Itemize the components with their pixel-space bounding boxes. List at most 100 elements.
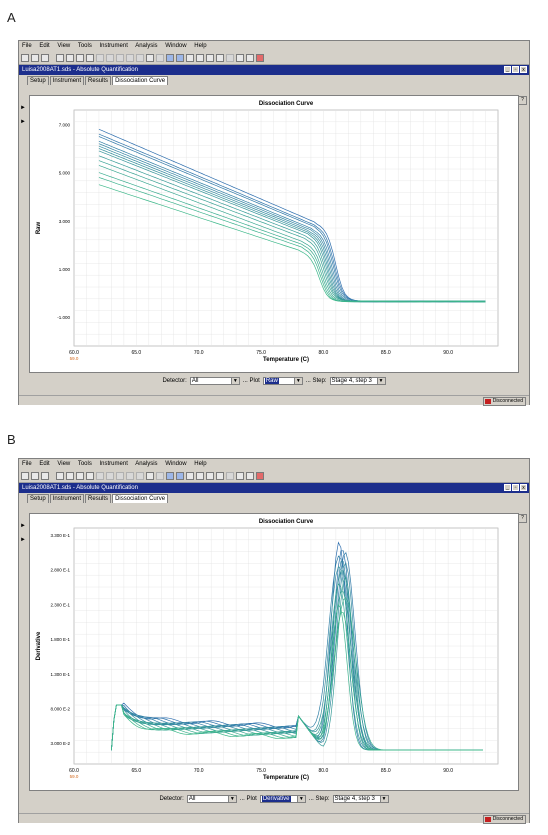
tab-setup[interactable]: Setup [27,494,49,503]
minimize-icon[interactable]: _ [504,484,511,491]
new-file-icon[interactable] [21,472,29,480]
menu-edit[interactable]: Edit [39,43,50,49]
binoculars-icon[interactable] [86,472,94,480]
y-tick-label: -1.000 [57,315,70,320]
open-folder-icon[interactable] [31,472,39,480]
expand-arrow-icon[interactable]: ► [20,523,26,529]
grid-view-icon[interactable] [166,54,174,62]
filter-icon[interactable] [136,472,144,480]
save-icon[interactable] [41,472,49,480]
plot-select[interactable]: Raw ▼ [262,377,303,385]
menu-window[interactable]: Window [165,43,187,49]
menu-tools[interactable]: Tools [77,43,92,49]
tab-dissociation-curve[interactable]: Dissociation Curve [112,76,169,85]
print-preview-icon[interactable] [66,54,74,62]
filter-icon[interactable] [136,54,144,62]
play-icon[interactable] [126,54,134,62]
floppy-icon[interactable] [246,54,254,62]
table-view-icon[interactable] [186,472,194,480]
export-icon[interactable] [226,54,234,62]
print-preview-icon[interactable] [66,472,74,480]
window-icon[interactable] [236,54,244,62]
plate-view-icon[interactable] [176,472,184,480]
expand-arrow-icon[interactable]: ► [20,105,26,111]
menu-view[interactable]: View [57,461,71,467]
floppy-icon[interactable] [246,472,254,480]
play-icon[interactable] [126,472,134,480]
calendar-icon[interactable] [256,472,264,480]
y-tick-label: 5.000 [59,171,71,176]
tab-instrument[interactable]: Instrument [49,76,85,85]
menu-view[interactable]: View [57,43,71,49]
menu-file[interactable]: File [22,461,32,467]
expand-arrow-icon[interactable]: ► [20,537,26,543]
close-icon[interactable]: x [520,484,527,491]
download-icon[interactable] [96,54,104,62]
chevron-down-icon: ▼ [227,796,236,802]
layout-icon[interactable] [206,54,214,62]
expand-arrow-icon[interactable]: ► [20,119,26,125]
status-bar: Disconnected [19,395,529,406]
save-icon[interactable] [41,54,49,62]
chart-icon[interactable] [216,472,224,480]
restore-icon[interactable]: ▫ [512,66,519,73]
detector-select[interactable]: All ▼ [186,795,237,803]
tab-dissociation-curve[interactable]: Dissociation Curve [112,494,169,503]
menu-help[interactable]: Help [194,43,207,49]
close-icon[interactable]: x [520,66,527,73]
report-icon[interactable] [196,54,204,62]
menu-window[interactable]: Window [165,461,187,467]
printer-icon[interactable] [76,472,84,480]
x-tick-label: 80.0 [319,350,329,356]
step-select[interactable]: Stage 4, step 3 ▼ [332,795,389,803]
menu-help[interactable]: Help [194,461,207,467]
print-icon[interactable] [56,54,64,62]
menu-analysis[interactable]: Analysis [135,461,158,467]
help-icon[interactable]: ? [518,514,527,523]
download-icon[interactable] [96,472,104,480]
calendar-icon[interactable] [256,54,264,62]
binoculars-icon[interactable] [86,54,94,62]
help-icon[interactable]: ? [518,96,527,105]
report-icon[interactable] [196,472,204,480]
chart-icon[interactable] [216,54,224,62]
x-tick-label: 90.0 [443,350,453,356]
menu-tools[interactable]: Tools [77,461,92,467]
copy-icon[interactable] [106,472,114,480]
menu-file[interactable]: File [22,43,32,49]
new-file-icon[interactable] [21,54,29,62]
x-tick-label: 60.0 [69,768,79,774]
stop-icon[interactable] [116,472,124,480]
detector-select[interactable]: All ▼ [189,377,240,385]
zoom-icon[interactable] [146,472,154,480]
tab-setup[interactable]: Setup [27,76,49,85]
open-folder-icon[interactable] [31,54,39,62]
menu-edit[interactable]: Edit [39,461,50,467]
settings-icon[interactable] [156,54,164,62]
settings-icon[interactable] [156,472,164,480]
table-view-icon[interactable] [186,54,194,62]
x-tick-label: 75.0 [256,768,266,774]
x-tick-label: 90.0 [443,768,453,774]
step-select[interactable]: Stage 4, step 3 ▼ [329,377,386,385]
stop-icon[interactable] [116,54,124,62]
minimize-icon[interactable]: _ [504,66,511,73]
detector-label: Detector: [159,796,184,802]
window-icon[interactable] [236,472,244,480]
print-icon[interactable] [56,472,64,480]
tab-results[interactable]: Results [85,494,112,503]
menu-instrument[interactable]: Instrument [99,43,128,49]
tab-results[interactable]: Results [85,76,112,85]
plot-select[interactable]: Derivative ▼ [259,795,306,803]
zoom-icon[interactable] [146,54,154,62]
layout-icon[interactable] [206,472,214,480]
restore-icon[interactable]: ▫ [512,484,519,491]
tab-instrument[interactable]: Instrument [49,494,85,503]
menu-analysis[interactable]: Analysis [135,43,158,49]
menu-instrument[interactable]: Instrument [99,461,128,467]
copy-icon[interactable] [106,54,114,62]
plate-view-icon[interactable] [176,54,184,62]
printer-icon[interactable] [76,54,84,62]
grid-view-icon[interactable] [166,472,174,480]
export-icon[interactable] [226,472,234,480]
